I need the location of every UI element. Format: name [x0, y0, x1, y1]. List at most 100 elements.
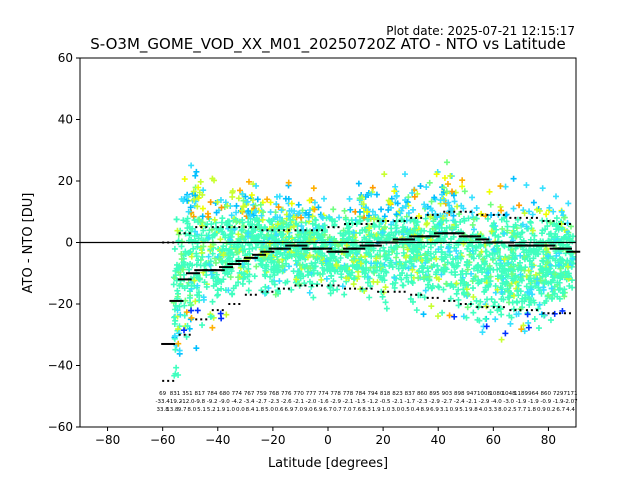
- data-point: [251, 273, 258, 280]
- data-point: [194, 243, 201, 250]
- data-point: [261, 234, 268, 241]
- data-point: [276, 278, 283, 285]
- data-point: [554, 279, 561, 286]
- bin-stat: -2.1: [343, 399, 354, 405]
- data-point: [539, 257, 546, 264]
- data-point: [463, 286, 470, 293]
- data-point: [200, 187, 207, 194]
- data-point: [287, 216, 294, 223]
- data-point: [199, 205, 206, 212]
- data-point: [279, 251, 286, 258]
- data-point: [387, 259, 394, 266]
- data-point: [310, 185, 317, 192]
- data-point: [510, 250, 517, 257]
- data-point: [396, 272, 403, 279]
- data-point: [497, 183, 504, 190]
- data-point: [223, 240, 230, 247]
- data-point: [175, 340, 182, 347]
- data-point: [545, 280, 552, 287]
- data-point: [343, 268, 350, 275]
- data-point: [521, 328, 528, 335]
- data-point: [211, 216, 218, 223]
- data-point: [394, 200, 401, 207]
- x-tick-label: −20: [260, 433, 285, 447]
- data-point: [381, 224, 388, 231]
- data-point: [482, 284, 489, 291]
- data-point: [367, 215, 374, 222]
- bin-stat: 9.0: [304, 407, 313, 413]
- bin-stat: -9.8: [194, 399, 205, 405]
- data-point: [487, 266, 494, 273]
- data-point: [301, 280, 308, 287]
- data-point: [314, 270, 321, 277]
- data-point: [332, 238, 339, 245]
- data-point: [320, 195, 327, 202]
- bin-stat: -9.0: [219, 399, 230, 405]
- data-point: [195, 195, 202, 202]
- y-axis-ticks: −60 −40 −20 0 20 40 60: [48, 51, 80, 434]
- bin-stat: 0.5: [401, 407, 410, 413]
- data-point: [176, 347, 183, 354]
- bin-stat: 964: [528, 391, 539, 397]
- data-point: [403, 274, 410, 281]
- data-point: [178, 256, 185, 263]
- data-point: [190, 213, 197, 220]
- data-point: [282, 195, 289, 202]
- data-point: [461, 217, 468, 224]
- data-point: [266, 218, 273, 225]
- bin-stat: -33.4: [156, 399, 171, 405]
- data-point: [514, 287, 521, 294]
- data-point: [400, 249, 407, 256]
- data-point: [288, 286, 295, 293]
- data-point: [479, 329, 486, 336]
- data-point: [463, 270, 470, 277]
- data-point: [381, 213, 388, 220]
- data-point: [485, 282, 492, 289]
- data-point: [171, 372, 178, 379]
- data-point: [339, 283, 346, 290]
- chart-title: S-O3M_GOME_VOD_XX_M01_20250720Z ATO - NT…: [90, 35, 566, 54]
- data-point: [245, 287, 252, 294]
- data-point: [473, 297, 480, 304]
- data-point: [459, 177, 466, 184]
- data-point: [185, 266, 192, 273]
- data-point: [276, 259, 283, 266]
- data-point: [261, 224, 268, 231]
- data-point: [211, 231, 218, 238]
- data-point: [225, 287, 232, 294]
- bin-stat: 860: [541, 391, 552, 397]
- data-point: [517, 252, 524, 259]
- data-point: [548, 285, 555, 292]
- data-point: [542, 271, 549, 278]
- data-point: [449, 188, 456, 195]
- data-point: [519, 295, 526, 302]
- bin-stat: -12.0: [180, 399, 195, 405]
- data-point: [444, 181, 451, 188]
- bin-stat: -2.0: [306, 399, 317, 405]
- data-point: [529, 227, 536, 234]
- data-point: [239, 280, 246, 287]
- data-point: [330, 206, 337, 213]
- bin-stat: 774: [318, 391, 329, 397]
- bin-stat: 8.9: [420, 407, 429, 413]
- data-point: [389, 264, 396, 271]
- data-point: [224, 269, 231, 276]
- data-point: [515, 282, 522, 289]
- data-point: [267, 209, 274, 216]
- data-point: [433, 274, 440, 281]
- data-point: [523, 247, 530, 254]
- data-point: [387, 200, 394, 207]
- x-tick-label: 20: [375, 433, 390, 447]
- y-tick-label: 40: [58, 113, 73, 127]
- data-point: [333, 261, 340, 268]
- data-point: [342, 265, 349, 272]
- data-point: [306, 289, 313, 296]
- data-point: [536, 301, 543, 308]
- data-point: [411, 243, 418, 250]
- bin-stat: 770: [293, 391, 304, 397]
- data-point: [295, 257, 302, 264]
- data-point: [172, 317, 179, 324]
- data-point: [423, 221, 430, 228]
- data-point: [536, 287, 543, 294]
- data-point: [501, 243, 508, 250]
